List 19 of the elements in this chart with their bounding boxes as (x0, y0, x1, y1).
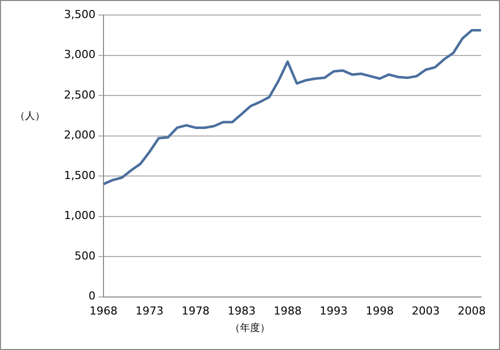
x-tick-label: 1968 (89, 304, 118, 318)
x-tick-label: 2003 (412, 304, 440, 318)
y-tick-label: 1,500 (64, 168, 96, 182)
y-tick-label: 500 (74, 249, 96, 262)
y-axis-title: （人） (15, 110, 45, 123)
y-tick-label: 2,500 (64, 88, 96, 102)
x-tick-label: 1988 (274, 304, 302, 318)
x-tick-label: 1983 (228, 304, 256, 318)
y-tick-label: 3,000 (64, 48, 96, 62)
y-tick-label: 2,000 (64, 128, 96, 142)
x-tick-label: 1978 (182, 304, 210, 318)
x-tick-label: 2008 (458, 304, 486, 318)
x-tick-label: 1973 (136, 304, 164, 318)
x-axis-title: （年度） (229, 322, 271, 335)
x-tick-label: 1993 (320, 304, 348, 318)
y-tick-label: 0 (88, 290, 96, 303)
y-tick-label: 3,500 (64, 8, 96, 21)
x-tick-label: 1998 (366, 304, 394, 318)
y-tick-label: 1,000 (64, 209, 96, 222)
